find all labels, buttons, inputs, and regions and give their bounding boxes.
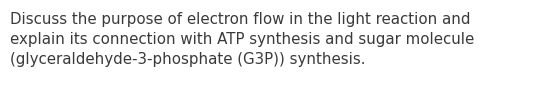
Text: Discuss the purpose of electron flow in the light reaction and: Discuss the purpose of electron flow in … (10, 12, 470, 27)
Text: explain its connection with ATP synthesis and sugar molecule: explain its connection with ATP synthesi… (10, 32, 474, 47)
Text: (glyceraldehyde-3-phosphate (G3P)) synthesis.: (glyceraldehyde-3-phosphate (G3P)) synth… (10, 52, 365, 67)
